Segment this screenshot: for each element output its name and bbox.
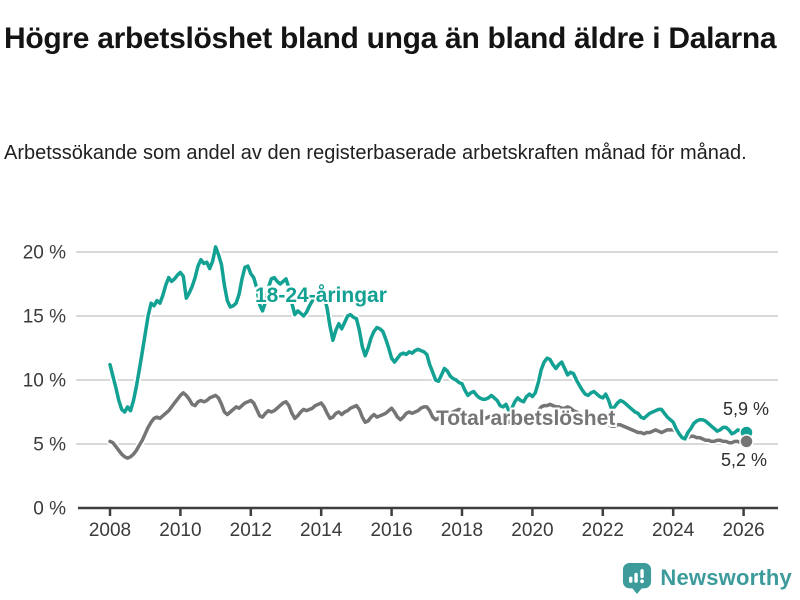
svg-text:15 %: 15 % xyxy=(23,307,66,328)
svg-text:2010: 2010 xyxy=(159,520,201,541)
end-value-label-youth: 5,9 % xyxy=(723,399,770,419)
series-label-youth: 18-24-åringar xyxy=(255,284,387,307)
svg-text:2018: 2018 xyxy=(441,520,483,541)
newsworthy-logo[interactable]: Newsworthy xyxy=(622,562,792,594)
svg-text:2024: 2024 xyxy=(652,520,695,541)
svg-text:0 %: 0 % xyxy=(33,499,66,520)
svg-text:20 %: 20 % xyxy=(23,243,66,264)
end-value-label-total: 5,2 % xyxy=(721,450,768,470)
svg-text:2012: 2012 xyxy=(230,520,272,541)
svg-text:2026: 2026 xyxy=(722,520,764,541)
svg-text:2022: 2022 xyxy=(582,520,624,541)
svg-text:2016: 2016 xyxy=(370,520,412,541)
svg-text:2014: 2014 xyxy=(300,520,343,541)
svg-text:2020: 2020 xyxy=(511,520,553,541)
page-subtitle: Arbetssökande som andel av den registerb… xyxy=(4,142,747,164)
newsworthy-icon xyxy=(623,563,652,594)
series-label-total: Total arbetslöshet xyxy=(436,407,616,430)
svg-text:10 %: 10 % xyxy=(23,371,66,392)
newsworthy-wordmark: Newsworthy xyxy=(660,565,792,590)
svg-text:2008: 2008 xyxy=(89,520,131,541)
page-title: Högre arbetslöshet bland unga än bland ä… xyxy=(4,22,777,56)
unemployment-line-chart: 2008 2010 2012 2014 2016 2018 2020 2022 2024 2026… xyxy=(0,218,800,553)
chart-canvas: 2008 2010 2012 2014 2016 2018 2020 2022 2024 2026… xyxy=(23,243,778,541)
svg-text:5 %: 5 % xyxy=(33,435,66,456)
